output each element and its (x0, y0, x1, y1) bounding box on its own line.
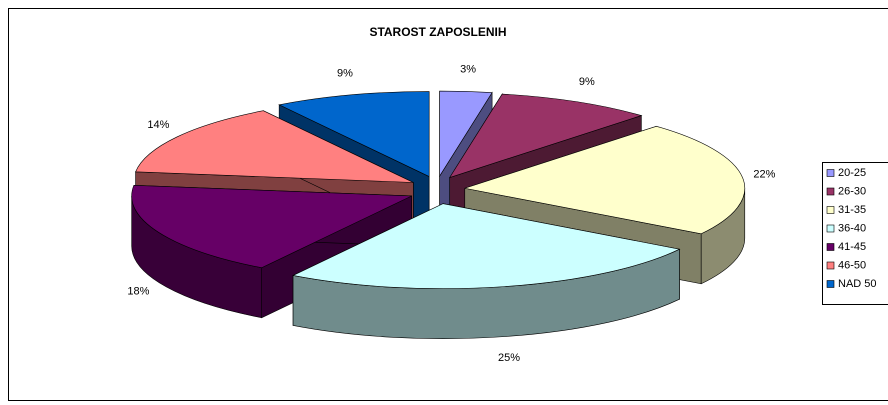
legend-swatch (826, 243, 835, 251)
legend-label: 36-40 (838, 222, 866, 234)
legend-swatch (826, 187, 835, 196)
legend-label: NAD 50 (838, 278, 877, 290)
slice-top (464, 125, 746, 235)
slice-top (131, 185, 412, 269)
slice-top (292, 203, 681, 289)
slice (292, 203, 681, 339)
data-label: 9% (337, 68, 353, 80)
legend-swatch (826, 280, 835, 288)
slice-top (278, 91, 430, 178)
legend-label: 41-45 (838, 241, 866, 253)
data-label: 18% (127, 285, 149, 297)
legend-label: 46-50 (838, 259, 866, 271)
data-label: 3% (460, 63, 476, 75)
slice-top (449, 93, 643, 179)
legend-swatch (826, 261, 835, 270)
legend-label: 26-30 (838, 185, 866, 197)
legend-swatch (826, 169, 835, 177)
slice-top (439, 90, 493, 178)
data-label: 25% (498, 352, 520, 364)
data-label: 22% (753, 169, 775, 181)
data-label: 14% (147, 119, 169, 131)
legend-label: 31-35 (838, 204, 866, 216)
data-label: 9% (579, 76, 595, 88)
legend-swatch (826, 206, 835, 214)
legend-swatch (826, 224, 835, 233)
chart-title: STAROST ZAPOSLENIH (369, 25, 506, 39)
legend-label: 20-25 (838, 167, 866, 179)
slice-top (135, 110, 414, 183)
